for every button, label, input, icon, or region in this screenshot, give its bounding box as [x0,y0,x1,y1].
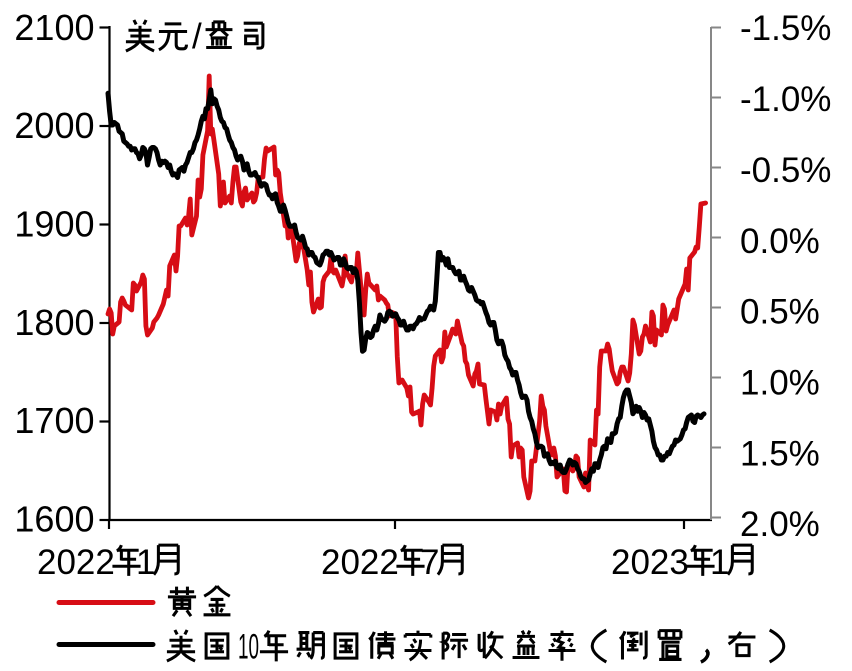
svg-text:1: 1 [710,543,729,582]
svg-text:1700: 1700 [14,400,94,441]
svg-text:1800: 1800 [14,302,94,343]
svg-text:2022: 2022 [321,543,399,582]
svg-text:2023: 2023 [611,543,689,582]
svg-text:0.5%: 0.5% [740,293,820,332]
svg-text:2100: 2100 [14,7,94,48]
svg-text:2.0%: 2.0% [740,505,820,544]
svg-text:0.0%: 0.0% [740,222,820,261]
svg-text:-1.5%: -1.5% [740,9,831,48]
svg-text:-1.0%: -1.0% [740,80,831,119]
svg-text:2022: 2022 [37,543,115,582]
svg-text:1.0%: 1.0% [740,364,820,403]
svg-text:10: 10 [238,628,259,667]
svg-text:2000: 2000 [14,105,94,146]
svg-text:/: / [192,17,202,56]
svg-text:7: 7 [420,543,439,582]
svg-text:1: 1 [136,543,155,582]
svg-text:1.5%: 1.5% [740,434,820,473]
svg-text:1600: 1600 [14,498,94,539]
svg-text:1900: 1900 [14,204,94,245]
svg-text:-0.5%: -0.5% [740,151,831,190]
